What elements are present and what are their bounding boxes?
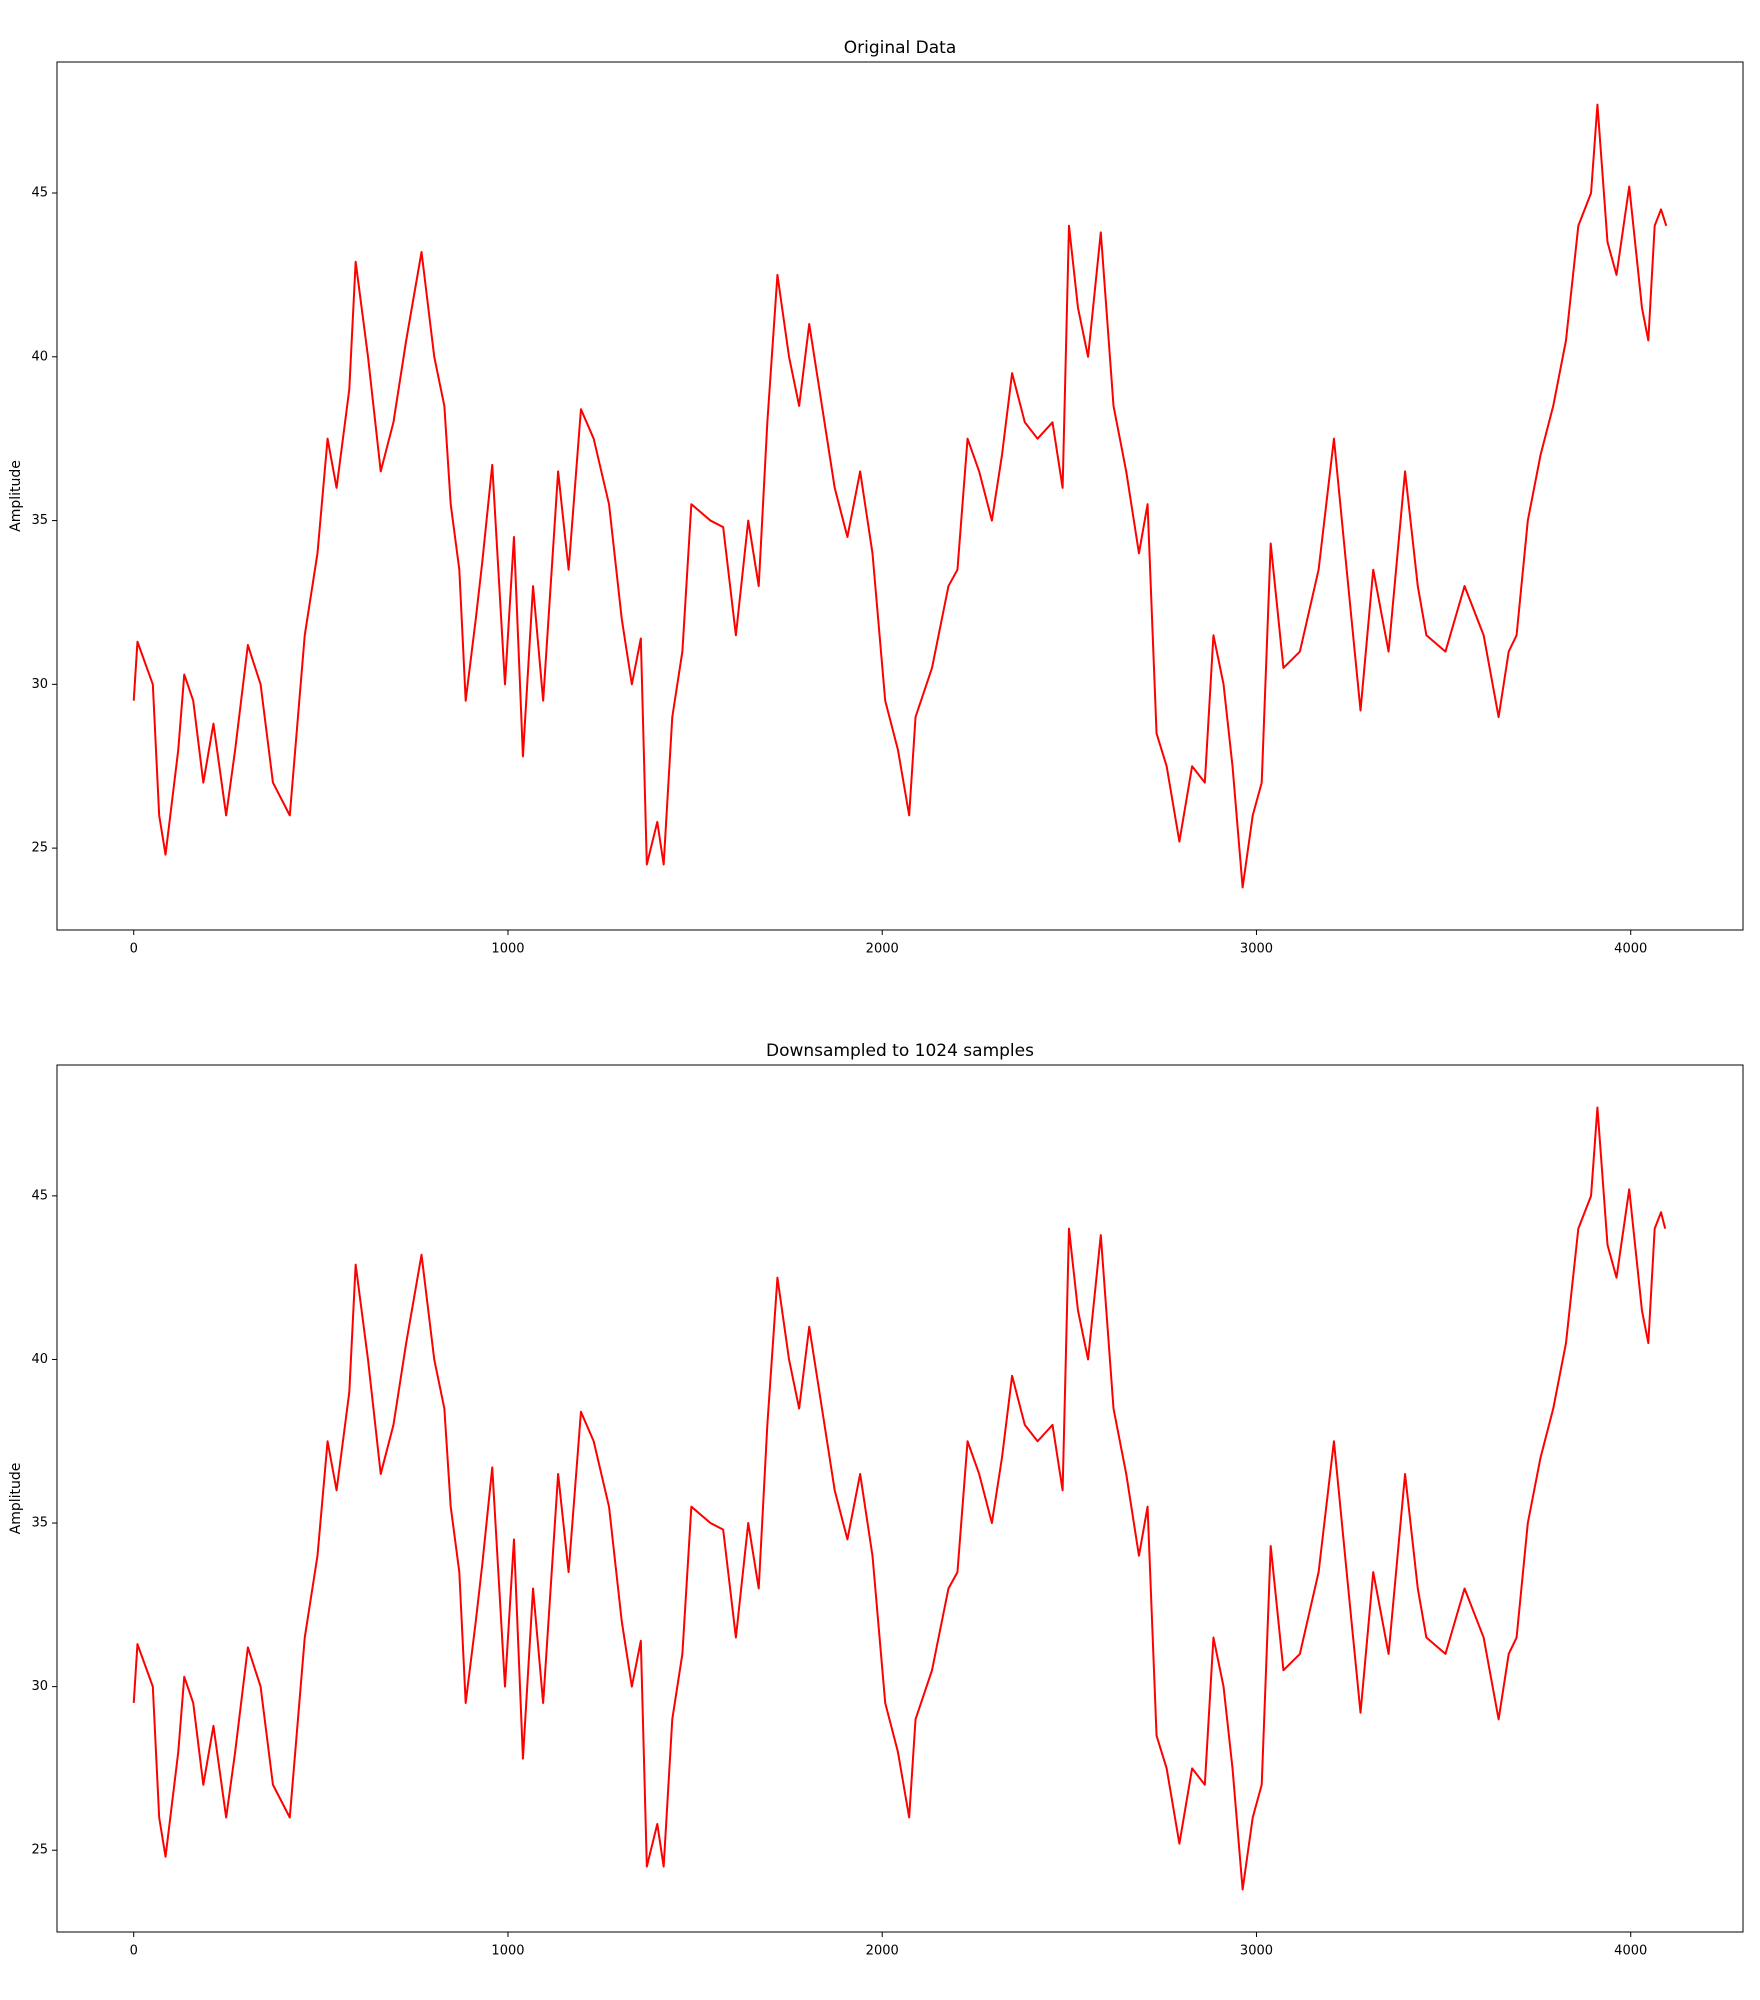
- x-tick-label: 2000: [866, 1944, 899, 1959]
- y-tick-label: 45: [31, 186, 48, 201]
- chart-title: Original Data: [844, 38, 957, 58]
- x-tick-label: 3000: [1240, 942, 1273, 957]
- y-tick-label: 45: [31, 1188, 48, 1203]
- chart-title: Downsampled to 1024 samples: [766, 1041, 1034, 1061]
- plot-frame: [56, 1064, 1744, 1933]
- x-tick-label: 0: [130, 942, 138, 957]
- plot-frame: [56, 61, 1744, 931]
- chart-panel: Original Data Amplitude 25 30 35 40 45 0 1000 200…: [8, 38, 1744, 957]
- x-tick-label: 1000: [491, 1944, 524, 1959]
- data-line: [132, 103, 1668, 889]
- y-tick-label: 30: [31, 1679, 48, 1694]
- y-tick-label: 30: [31, 677, 48, 692]
- x-tick-label: 0: [130, 1944, 138, 1959]
- y-axis-label: Amplitude: [8, 460, 24, 532]
- y-tick-label: 40: [31, 349, 48, 364]
- x-tick-label: 4000: [1614, 1944, 1647, 1959]
- y-tick-label: 35: [31, 513, 48, 528]
- chart-panel: Downsampled to 1024 samples Amplitude 25 30…: [8, 1041, 1744, 1959]
- y-tick-label: 25: [31, 1843, 48, 1858]
- data-line: [132, 1106, 1667, 1891]
- x-tick-label: 4000: [1614, 942, 1647, 957]
- y-axis-label: Amplitude: [8, 1463, 24, 1535]
- y-tick-label: 25: [31, 841, 48, 856]
- y-tick-label: 40: [31, 1352, 48, 1367]
- x-tick-label: 2000: [866, 942, 899, 957]
- x-tick-label: 3000: [1240, 1944, 1273, 1959]
- y-tick-label: 35: [31, 1516, 48, 1531]
- x-tick-label: 1000: [491, 942, 524, 957]
